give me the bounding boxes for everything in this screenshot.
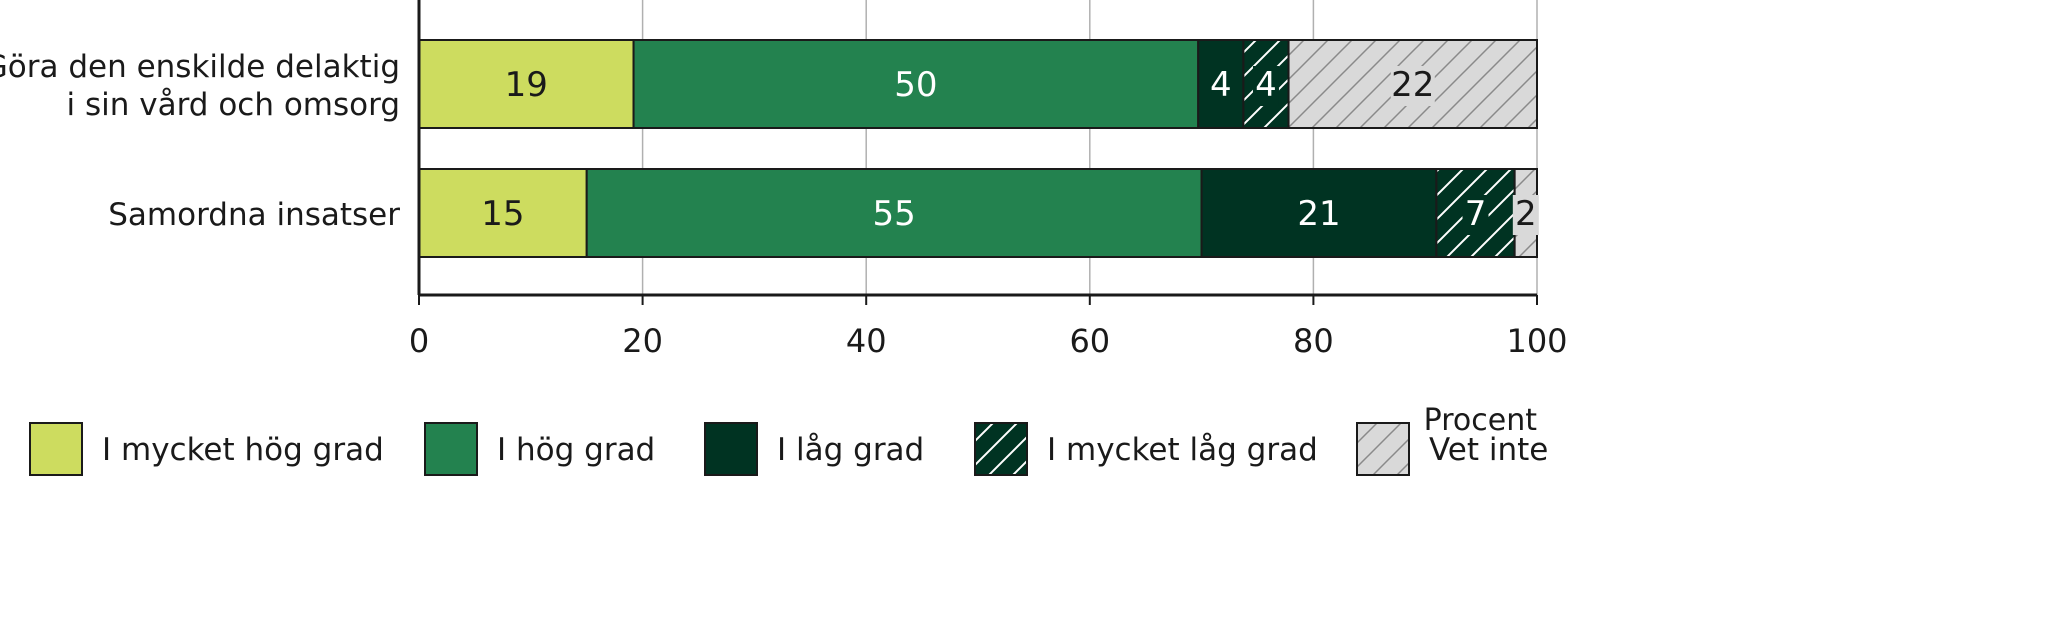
legend-item: Vet inte <box>1356 422 1548 476</box>
legend-label: I mycket låg grad <box>1047 432 1318 468</box>
data-label: 21 <box>1297 194 1340 234</box>
x-tick-label: 0 <box>409 322 429 360</box>
category-label: i sin vård och omsorg <box>67 87 400 123</box>
data-label: 15 <box>481 194 524 234</box>
x-tick-label: 40 <box>846 322 887 360</box>
x-tick-label: 20 <box>622 322 663 360</box>
legend-label: I låg grad <box>777 432 924 468</box>
x-axis-label: Procent <box>1424 403 1538 438</box>
bar-segment <box>632 39 1200 129</box>
legend-swatch <box>1356 422 1410 476</box>
data-label: 19 <box>505 65 548 105</box>
bar-segment <box>418 168 588 258</box>
category-label: Samordna insatser <box>108 197 400 233</box>
legend-label: I mycket hög grad <box>102 432 384 468</box>
category-label: Göra den enskilde delaktig <box>0 49 400 85</box>
data-label-background <box>1390 66 1435 106</box>
legend-swatch <box>974 422 1028 476</box>
x-tick-label: 100 <box>1506 322 1567 360</box>
data-label: 7 <box>1465 194 1487 234</box>
data-label-background <box>1462 195 1489 235</box>
data-label: 55 <box>873 194 916 234</box>
legend-label: I hög grad <box>497 432 655 468</box>
data-label: 4 <box>1255 65 1277 105</box>
data-label: 22 <box>1391 65 1434 105</box>
data-label: 50 <box>894 65 937 105</box>
legend-item: I låg grad <box>704 422 924 476</box>
bar-segment <box>418 39 635 129</box>
x-tick-label: 80 <box>1293 322 1334 360</box>
bar-segment <box>1197 39 1245 129</box>
legend-item: I mycket hög grad <box>29 422 384 476</box>
bar-segment <box>585 168 1203 258</box>
data-label: 2 <box>1515 194 1537 234</box>
data-label-background <box>1252 66 1279 106</box>
data-label-background <box>1512 195 1539 235</box>
legend-swatch <box>704 422 758 476</box>
legend-swatch <box>29 422 83 476</box>
legend-item: I mycket låg grad <box>974 422 1318 476</box>
data-label: 4 <box>1210 65 1232 105</box>
x-tick-label: 60 <box>1069 322 1110 360</box>
legend-swatch <box>424 422 478 476</box>
legend-item: I hög grad <box>424 422 655 476</box>
legend-label: Vet inte <box>1429 432 1548 468</box>
